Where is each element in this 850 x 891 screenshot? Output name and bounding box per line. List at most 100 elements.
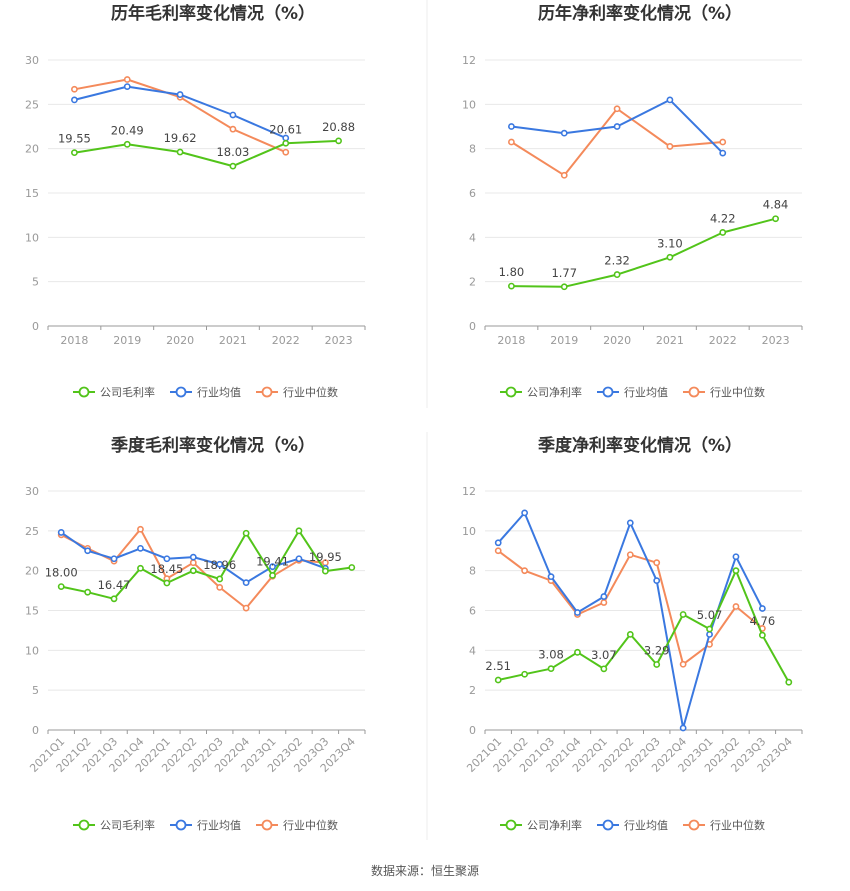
legend-label: 公司毛利率 — [100, 385, 155, 399]
y-tick-label: 10 — [25, 231, 39, 244]
data-point — [242, 529, 250, 537]
x-tick-label: 2023 — [325, 334, 353, 347]
data-point — [189, 553, 197, 561]
data-point — [229, 111, 237, 119]
data-point — [123, 140, 131, 148]
legend-item: 行业中位数 — [256, 818, 338, 832]
data-point — [626, 551, 634, 559]
y-tick-label: 25 — [25, 98, 39, 111]
y-tick-label: 6 — [469, 605, 476, 618]
data-point — [560, 171, 568, 179]
y-tick-label: 2 — [469, 684, 476, 697]
legend-item: 行业均值 — [597, 819, 668, 832]
data-label: 3.08 — [538, 648, 564, 662]
legend-item: 公司净利率 — [500, 818, 582, 832]
x-tick-label: 2020 — [603, 334, 631, 347]
data-point — [494, 547, 502, 555]
series-line — [511, 217, 776, 288]
legend-label: 行业中位数 — [283, 385, 338, 399]
y-tick-label: 4 — [469, 644, 476, 657]
legend-item: 行业均值 — [597, 386, 668, 399]
data-label: 16.47 — [98, 578, 131, 592]
data-point — [137, 525, 144, 533]
data-label: 18.96 — [203, 558, 236, 572]
y-tick-label: 12 — [462, 54, 476, 67]
data-point — [242, 604, 250, 612]
data-point — [560, 283, 568, 291]
data-point — [679, 611, 687, 618]
data-point — [282, 139, 290, 147]
legend-label: 公司净利率 — [527, 818, 582, 832]
data-point — [176, 148, 184, 156]
data-point — [123, 83, 131, 90]
y-tick-label: 4 — [469, 231, 476, 244]
data-point — [295, 527, 303, 535]
legend-item: 行业中位数 — [683, 385, 765, 399]
legend-item: 行业均值 — [170, 386, 241, 399]
legend-marker — [78, 819, 90, 831]
legend-marker — [602, 386, 614, 398]
x-tick-label: 2018 — [60, 334, 88, 347]
data-label: 18.03 — [216, 145, 249, 159]
chart-title: 季度净利率变化情况（%） — [538, 435, 742, 456]
legend-label: 行业均值 — [624, 386, 668, 399]
x-tick-label: 2023 — [762, 334, 790, 347]
y-tick-label: 25 — [25, 525, 39, 538]
data-point — [732, 553, 740, 561]
data-point — [163, 555, 171, 563]
data-point — [626, 631, 634, 638]
legend-label: 行业均值 — [197, 819, 241, 832]
legend-label: 行业中位数 — [710, 818, 765, 832]
data-point — [653, 559, 661, 567]
data-point — [335, 137, 342, 145]
data-label: 19.95 — [309, 550, 342, 564]
data-point — [613, 123, 621, 130]
data-point — [600, 593, 608, 600]
data-point — [666, 96, 674, 104]
series-line — [510, 107, 723, 177]
legend-item: 公司毛利率 — [73, 385, 155, 399]
data-point — [494, 539, 502, 547]
data-point — [84, 547, 92, 555]
x-tick-label: 2020 — [166, 334, 194, 347]
x-tick-label: 2019 — [113, 334, 141, 347]
y-tick-label: 8 — [469, 565, 476, 578]
data-label: 18.45 — [150, 562, 183, 576]
legend-label: 行业中位数 — [283, 818, 338, 832]
data-point — [229, 125, 237, 133]
legend-marker — [261, 819, 273, 831]
legend-label: 行业中位数 — [710, 385, 765, 399]
data-point — [57, 529, 65, 536]
x-tick-label: 2021 — [656, 334, 684, 347]
data-point — [110, 595, 118, 603]
data-point — [508, 123, 515, 130]
data-point — [626, 519, 634, 527]
y-tick-label: 0 — [469, 320, 476, 333]
data-label: 3.29 — [644, 643, 670, 657]
data-point — [508, 282, 515, 290]
data-point — [613, 271, 621, 278]
data-point — [216, 575, 224, 583]
legend-item: 行业均值 — [170, 819, 241, 832]
y-tick-label: 30 — [25, 54, 39, 67]
legend-marker — [602, 819, 614, 831]
data-point — [547, 573, 555, 581]
data-point — [84, 588, 92, 596]
data-label: 20.49 — [111, 123, 144, 137]
chart-panel-1: 历年毛利率变化情况（%） 0 5 10 15 20 25 30 2018 2019 2020 2021… — [25, 3, 366, 399]
data-point — [242, 579, 250, 587]
legend-marker — [688, 386, 700, 398]
legend-item: 公司毛利率 — [73, 818, 155, 832]
data-point — [282, 148, 290, 156]
data-point — [269, 563, 276, 571]
data-point — [666, 143, 674, 150]
x-tick-label: 2022 — [709, 334, 737, 347]
data-point — [508, 138, 515, 146]
legend-marker — [175, 386, 187, 398]
series-line — [497, 569, 790, 683]
series-line — [74, 139, 339, 168]
data-source-note: 数据来源：恒生聚源 — [370, 864, 479, 878]
y-tick-label: 20 — [25, 565, 39, 578]
y-tick-label: 0 — [32, 724, 39, 737]
data-point — [521, 509, 529, 517]
